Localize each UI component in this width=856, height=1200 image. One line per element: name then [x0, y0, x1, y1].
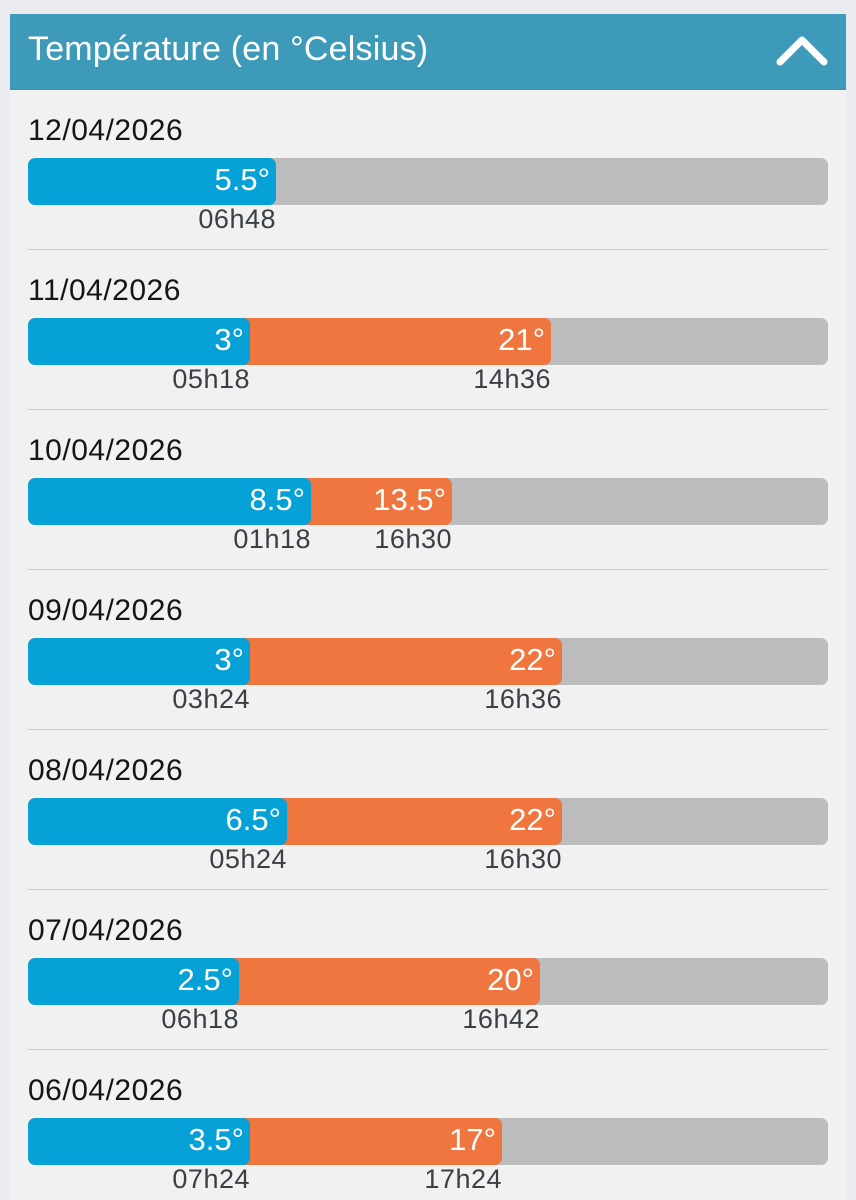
max-temperature-label: 17° [449, 1122, 496, 1157]
day-row: 11/04/2026 21° 3° 05h18 14h36 [28, 250, 828, 410]
max-temperature-label: 22° [509, 642, 556, 677]
day-row: 10/04/2026 13.5° 8.5° 01h18 16h30 [28, 410, 828, 570]
min-temperature-segment: 3.5° [28, 1118, 250, 1165]
temperature-bar: 5.5° [28, 158, 828, 205]
day-date: 09/04/2026 [28, 594, 184, 627]
min-temperature-time: 03h24 [172, 684, 250, 714]
max-temperature-time: 17h24 [424, 1164, 502, 1194]
min-temperature-segment: 3° [28, 318, 250, 365]
min-temperature-segment: 2.5° [28, 958, 239, 1005]
day-date: 10/04/2026 [28, 434, 184, 467]
max-temperature-label: 21° [498, 322, 545, 357]
day-list: 12/04/2026 5.5° 06h48 11/04/2026 21° 3° 05h18 1… [10, 90, 846, 1200]
max-temperature-time: 16h36 [484, 684, 562, 714]
day-row: 08/04/2026 22° 6.5° 05h24 16h30 [28, 730, 828, 890]
max-temperature-time: 16h30 [484, 844, 562, 874]
min-temperature-label: 8.5° [249, 482, 306, 517]
day-row: 12/04/2026 5.5° 06h48 [28, 90, 828, 250]
min-temperature-label: 5.5° [214, 162, 271, 197]
max-temperature-time: 16h30 [374, 524, 452, 554]
temperature-bar: 17° 3.5° [28, 1118, 828, 1165]
temperature-bar: 21° 3° [28, 318, 828, 365]
temperature-panel: Température (en °Celsius) 12/04/2026 5.5°… [10, 14, 846, 1200]
panel-title: Température (en °Celsius) [28, 30, 429, 68]
max-temperature-label: 22° [509, 802, 556, 837]
min-temperature-label: 2.5° [177, 962, 234, 997]
min-temperature-time: 01h18 [233, 524, 311, 554]
min-temperature-label: 3° [214, 322, 244, 357]
day-date: 12/04/2026 [28, 114, 184, 147]
max-temperature-label: 20° [487, 962, 534, 997]
panel-header[interactable]: Température (en °Celsius) [10, 14, 846, 90]
temperature-bar: 22° 3° [28, 638, 828, 685]
min-temperature-time: 06h48 [198, 204, 276, 234]
min-temperature-segment: 3° [28, 638, 250, 685]
min-temperature-label: 3.5° [188, 1122, 245, 1157]
min-temperature-segment: 6.5° [28, 798, 287, 845]
temperature-bar: 13.5° 8.5° [28, 478, 828, 525]
min-temperature-label: 3° [214, 642, 244, 677]
day-row: 09/04/2026 22° 3° 03h24 16h36 [28, 570, 828, 730]
day-date: 11/04/2026 [28, 274, 181, 307]
min-temperature-segment: 5.5° [28, 158, 276, 205]
day-date: 08/04/2026 [28, 754, 184, 787]
max-temperature-time: 14h36 [473, 364, 551, 394]
collapse-button[interactable] [770, 22, 834, 82]
temperature-bar: 22° 6.5° [28, 798, 828, 845]
temperature-bar: 20° 2.5° [28, 958, 828, 1005]
day-row: 07/04/2026 20° 2.5° 06h18 16h42 [28, 890, 828, 1050]
min-temperature-time: 05h24 [209, 844, 287, 874]
chevron-up-icon [776, 36, 828, 66]
max-temperature-label: 13.5° [373, 482, 446, 517]
day-date: 07/04/2026 [28, 914, 184, 947]
max-temperature-time: 16h42 [462, 1004, 540, 1034]
min-temperature-time: 05h18 [172, 364, 250, 394]
day-row: 06/04/2026 17° 3.5° 07h24 17h24 [28, 1050, 828, 1200]
min-temperature-label: 6.5° [225, 802, 282, 837]
min-temperature-time: 07h24 [172, 1164, 250, 1194]
min-temperature-time: 06h18 [161, 1004, 239, 1034]
day-date: 06/04/2026 [28, 1074, 184, 1107]
min-temperature-segment: 8.5° [28, 478, 311, 525]
